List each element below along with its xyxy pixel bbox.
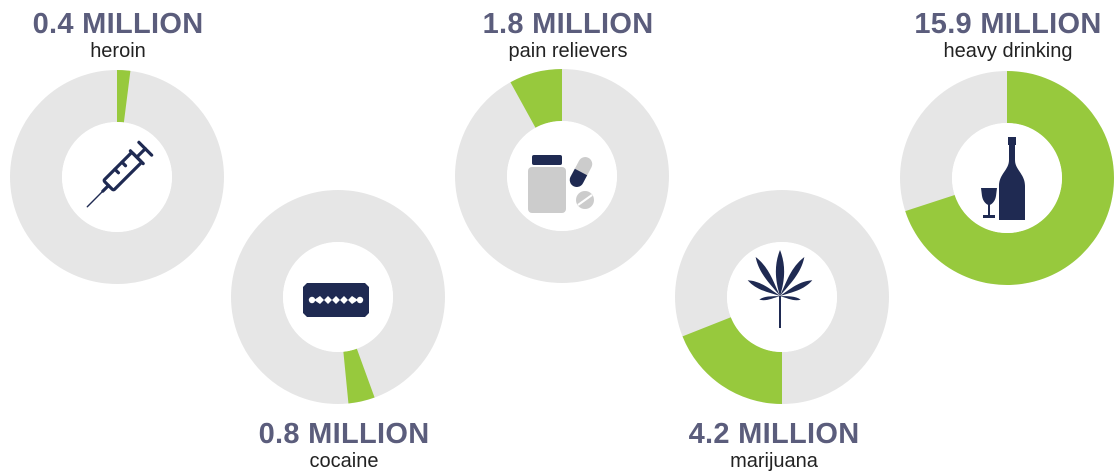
cannabis-leaf-icon bbox=[747, 250, 813, 328]
label-heavy-drinking: 15.9 MILLION heavy drinking bbox=[888, 8, 1114, 62]
value-label: 0.4 MILLION bbox=[32, 8, 204, 40]
category-label: heavy drinking bbox=[943, 40, 1073, 62]
value-label: 1.8 MILLION bbox=[482, 8, 654, 40]
label-heroin: 0.4 MILLION heroin bbox=[0, 8, 238, 62]
value-label: 4.2 MILLION bbox=[688, 418, 860, 450]
share-slice bbox=[510, 69, 562, 128]
donut-heroin bbox=[10, 70, 224, 284]
share-slice bbox=[682, 317, 782, 404]
value-label: 0.8 MILLION bbox=[258, 418, 430, 450]
value-label: 15.9 MILLION bbox=[914, 8, 1102, 40]
label-cocaine: 0.8 MILLION cocaine bbox=[224, 418, 464, 472]
share-slice bbox=[117, 70, 131, 123]
label-marijuana: 4.2 MILLION marijuana bbox=[654, 418, 894, 472]
category-label: cocaine bbox=[309, 450, 379, 472]
donut-heavy-drinking bbox=[900, 71, 1114, 285]
share-slice bbox=[343, 348, 375, 404]
category-label: marijuana bbox=[730, 450, 818, 472]
donut-marijuana bbox=[675, 190, 889, 404]
razor-blade-icon bbox=[303, 283, 369, 317]
category-label: pain relievers bbox=[508, 40, 628, 62]
label-pain-relievers: 1.8 MILLION pain relievers bbox=[448, 8, 688, 62]
category-label: heroin bbox=[90, 40, 146, 62]
remainder-ring bbox=[231, 190, 445, 404]
donut-hole bbox=[727, 242, 837, 352]
syringe-icon bbox=[86, 140, 154, 208]
pill-bottle-icon bbox=[528, 155, 594, 213]
share-slice bbox=[905, 71, 1114, 285]
donut-hole bbox=[62, 122, 172, 232]
wine-bottle-icon bbox=[981, 137, 1025, 220]
